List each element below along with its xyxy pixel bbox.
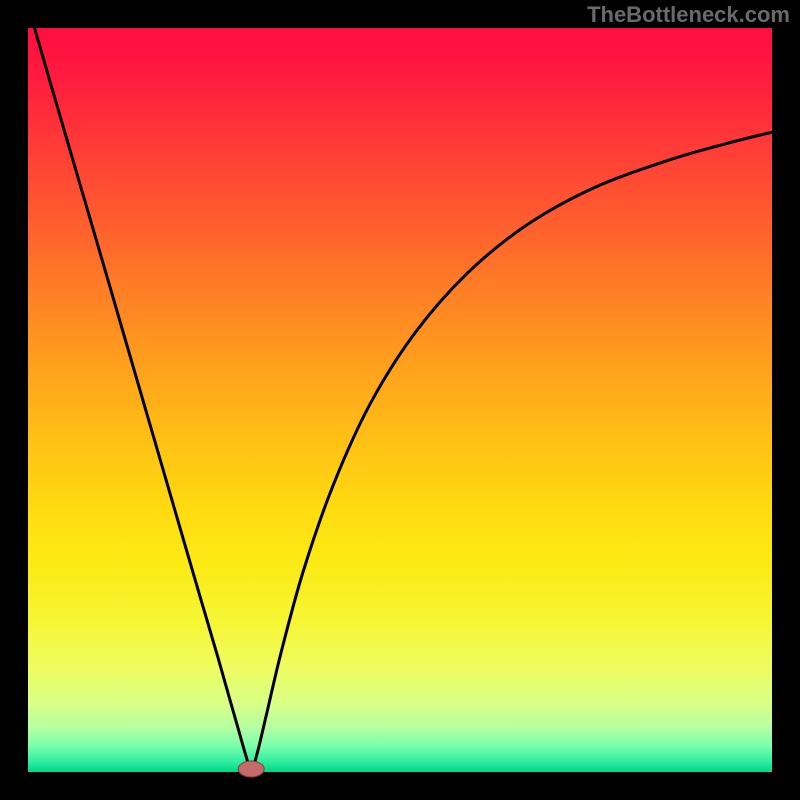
watermark-text: TheBottleneck.com (587, 2, 790, 28)
chart-container: TheBottleneck.com (0, 0, 800, 800)
bottleneck-chart (0, 0, 800, 800)
plot-background (28, 28, 772, 772)
minimum-marker (238, 761, 264, 777)
